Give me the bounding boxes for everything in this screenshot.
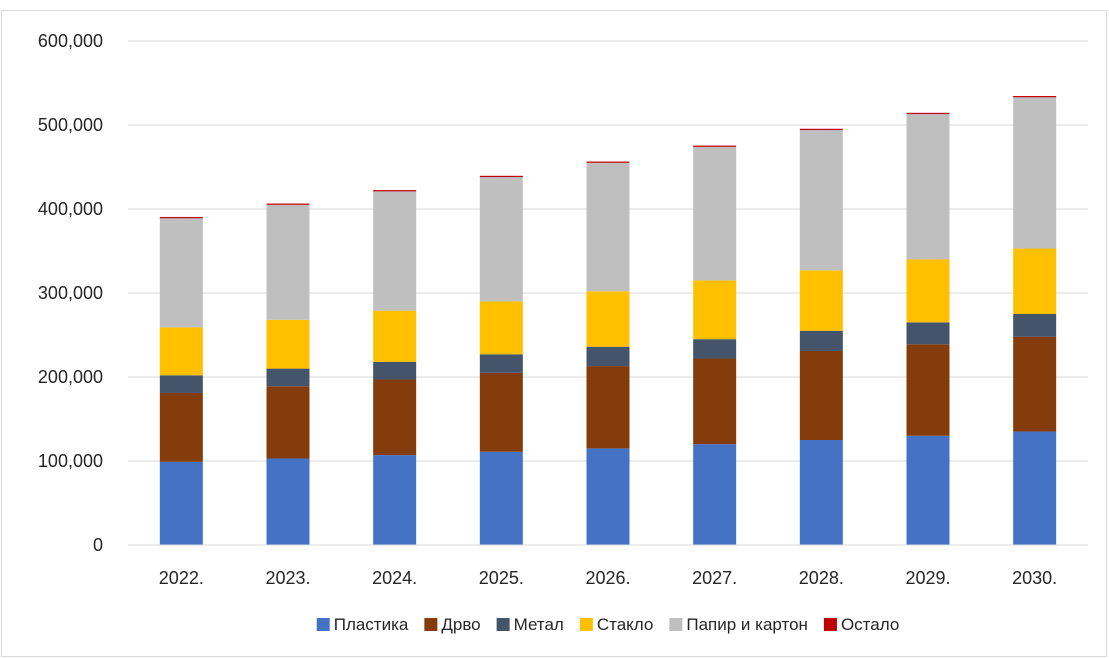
bar-segment (906, 322, 950, 345)
bar-segment (906, 114, 950, 260)
legend-swatch (496, 618, 510, 631)
y-tick-label: 200,000 (38, 367, 103, 387)
bar-segment (799, 128, 843, 131)
bar-segment (586, 366, 630, 449)
chart-frame (1, 10, 1107, 657)
bar-segment (479, 372, 523, 452)
x-tick-label: 2025. (479, 568, 524, 588)
legend-label: Стакло (597, 615, 654, 634)
bar-segment (266, 368, 310, 387)
legend-label: Дрво (441, 615, 480, 634)
x-axis-ticks: 2022. 2023. 2024. 2025. 2026. 2027. 2028. 2029.… (159, 568, 1057, 588)
legend-swatch (823, 618, 837, 631)
legend-label: Остало (841, 615, 899, 634)
bar-segment (1013, 96, 1057, 98)
legend-swatch (579, 618, 593, 631)
x-tick-label: 2027. (692, 568, 737, 588)
legend-item: Пластика (316, 615, 409, 634)
bar-segment (159, 216, 203, 219)
y-tick-label: 0 (93, 535, 103, 555)
legend-swatch (316, 618, 330, 631)
x-tick-label: 2026. (585, 568, 630, 588)
legend-item: Стакло (579, 615, 654, 634)
bar-segment (266, 319, 310, 369)
bar-segment (266, 386, 310, 459)
bar-segment (266, 458, 310, 545)
bar-segment (373, 190, 417, 192)
y-axis-ticks: 0 100,000 200,000 300,000 400,000 500,000 600,… (38, 31, 103, 555)
x-tick-label: 2023. (265, 568, 310, 588)
legend-label: Метал (514, 615, 564, 634)
bar-segment (1013, 336, 1057, 432)
x-tick-label: 2024. (372, 568, 417, 588)
bar-segment (906, 112, 950, 115)
bar-segment (693, 280, 737, 340)
bar-segment (479, 354, 523, 373)
bar-segment (586, 162, 630, 292)
bar-segment (373, 310, 417, 362)
bar-segment (159, 375, 203, 393)
bar-segment (586, 346, 630, 367)
bar-segment (799, 350, 843, 440)
bar-segment (906, 344, 950, 436)
bar-segment (479, 451, 523, 545)
bar-segment (693, 444, 737, 545)
bar-segment (693, 358, 737, 445)
x-tick-label: 2022. (159, 568, 204, 588)
legend: Пластика Дрво Метал Стакло Папир и картон Ост… (316, 615, 899, 634)
legend-swatch (424, 618, 438, 631)
legend-label: Папир и картон (686, 615, 808, 634)
bar-segment (1013, 431, 1057, 545)
bar-segment (799, 270, 843, 331)
bar-segment (159, 327, 203, 376)
legend-item: Дрво (424, 615, 481, 634)
legend-item: Метал (496, 615, 564, 634)
legend-item: Остало (823, 615, 899, 634)
bar-segment (799, 130, 843, 271)
bar-segment (159, 392, 203, 462)
bar-segment (586, 448, 630, 545)
bar-segment (693, 146, 737, 281)
bar-segment (799, 440, 843, 545)
bars (159, 96, 1057, 545)
y-tick-label: 100,000 (38, 451, 103, 471)
y-tick-label: 300,000 (38, 283, 103, 303)
bar-segment (266, 203, 310, 205)
legend-item: Папир и картон (669, 615, 808, 634)
y-tick-label: 600,000 (38, 31, 103, 51)
bar-segment (906, 435, 950, 545)
bar-segment (1013, 314, 1057, 337)
legend-label: Пластика (334, 615, 409, 634)
x-tick-label: 2030. (1012, 568, 1057, 588)
bar-segment (159, 461, 203, 545)
bar-segment (906, 259, 950, 323)
bar-segment (373, 361, 417, 380)
bar-segment (159, 218, 203, 328)
legend-swatch (669, 618, 683, 631)
bar-segment (479, 301, 523, 355)
y-tick-label: 500,000 (38, 115, 103, 135)
x-tick-label: 2028. (799, 568, 844, 588)
bar-segment (693, 145, 737, 147)
bar-segment (586, 161, 630, 163)
bar-segment (373, 191, 417, 311)
bar-segment (373, 455, 417, 545)
bar-segment (373, 379, 417, 456)
bar-segment (799, 330, 843, 351)
bar-segment (479, 177, 523, 302)
bar-segment (1013, 97, 1057, 249)
bar-segment (479, 175, 523, 178)
bar-segment (693, 339, 737, 359)
bar-segment (1013, 248, 1057, 314)
y-tick-label: 400,000 (38, 199, 103, 219)
bar-segment (586, 291, 630, 347)
x-tick-label: 2029. (905, 568, 950, 588)
bar-segment (266, 204, 310, 320)
